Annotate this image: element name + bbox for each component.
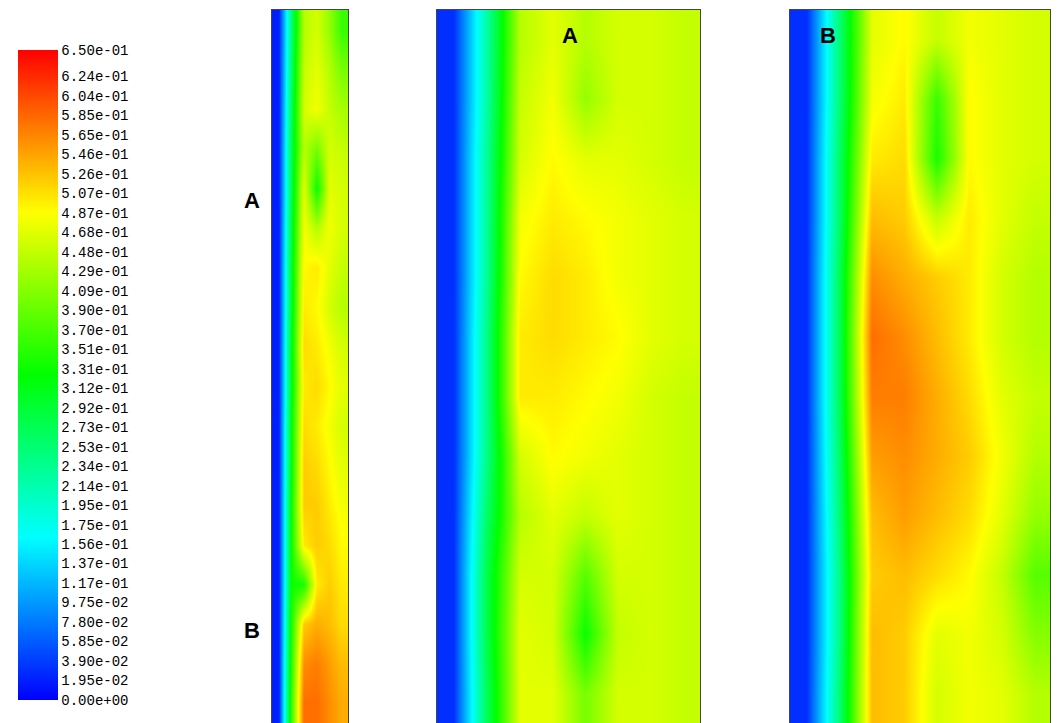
svg-text:1.56e-01: 1.56e-01 [61,537,128,553]
svg-text:5.26e-01: 5.26e-01 [61,167,128,183]
svg-text:A: A [562,23,578,48]
svg-text:3.90e-02: 3.90e-02 [61,654,128,670]
svg-text:5.65e-01: 5.65e-01 [61,128,128,144]
svg-text:5.85e-02: 5.85e-02 [61,634,128,650]
svg-text:6.50e-01: 6.50e-01 [61,43,128,59]
svg-text:4.09e-01: 4.09e-01 [61,284,128,300]
svg-text:1.95e-01: 1.95e-01 [61,498,128,514]
svg-text:B: B [820,23,836,48]
svg-text:3.70e-01: 3.70e-01 [61,323,128,339]
svg-text:1.17e-01: 1.17e-01 [61,576,128,592]
svg-text:4.48e-01: 4.48e-01 [61,245,128,261]
svg-text:A: A [244,188,260,213]
svg-text:2.92e-01: 2.92e-01 [61,401,128,417]
svg-text:1.75e-01: 1.75e-01 [61,518,128,534]
svg-text:6.24e-01: 6.24e-01 [61,69,128,85]
svg-text:4.29e-01: 4.29e-01 [61,264,128,280]
svg-text:7.80e-02: 7.80e-02 [61,615,128,631]
svg-text:2.14e-01: 2.14e-01 [61,479,128,495]
svg-text:3.51e-01: 3.51e-01 [61,342,128,358]
svg-text:4.87e-01: 4.87e-01 [61,206,128,222]
svg-text:2.73e-01: 2.73e-01 [61,420,128,436]
svg-text:5.07e-01: 5.07e-01 [61,186,128,202]
svg-text:3.90e-01: 3.90e-01 [61,303,128,319]
svg-text:5.85e-01: 5.85e-01 [61,108,128,124]
svg-text:6.04e-01: 6.04e-01 [61,89,128,105]
svg-text:3.31e-01: 3.31e-01 [61,362,128,378]
svg-text:5.46e-01: 5.46e-01 [61,147,128,163]
svg-text:4.68e-01: 4.68e-01 [61,225,128,241]
svg-text:1.37e-01: 1.37e-01 [61,556,128,572]
svg-text:B: B [244,618,260,643]
svg-text:3.12e-01: 3.12e-01 [61,381,128,397]
svg-text:2.53e-01: 2.53e-01 [61,440,128,456]
svg-text:2.34e-01: 2.34e-01 [61,459,128,475]
svg-text:0.00e+00: 0.00e+00 [61,693,128,709]
svg-text:1.95e-02: 1.95e-02 [61,673,128,689]
svg-text:9.75e-02: 9.75e-02 [61,595,128,611]
